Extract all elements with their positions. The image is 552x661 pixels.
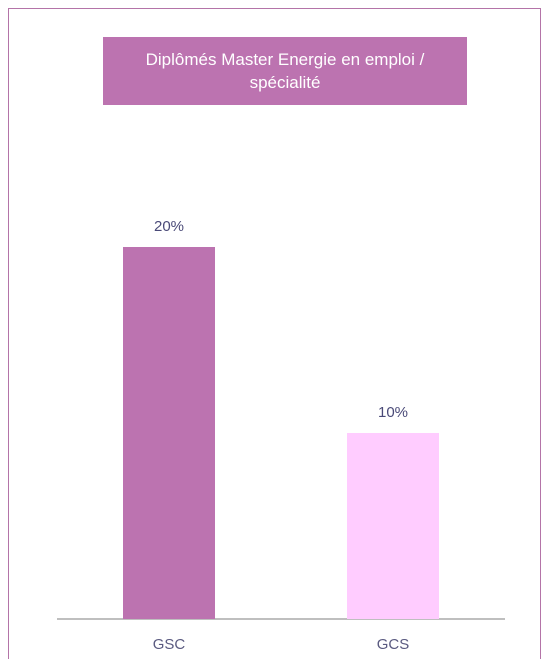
- bar-gsc: [123, 247, 215, 619]
- x-tick-label-gcs: GCS: [377, 636, 410, 653]
- data-label-gcs: 10%: [378, 404, 408, 421]
- data-label-gsc: 20%: [154, 218, 184, 235]
- chart-title: Diplômés Master Energie en emploi / spéc…: [103, 37, 467, 105]
- chart-frame: Diplômés Master Energie en emploi / spéc…: [8, 8, 541, 659]
- bar-gcs: [347, 433, 439, 619]
- x-tick-label-gsc: GSC: [153, 636, 186, 653]
